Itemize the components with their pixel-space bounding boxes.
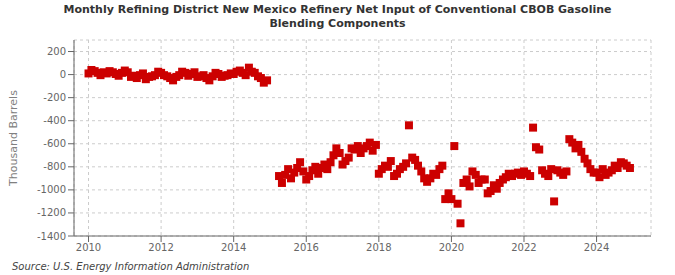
svg-text:2010: 2010: [76, 242, 101, 253]
svg-text:2020: 2020: [439, 242, 464, 253]
svg-text:0: 0: [60, 69, 66, 80]
svg-text:2012: 2012: [148, 242, 173, 253]
svg-text:2016: 2016: [294, 242, 319, 253]
html-text:Blending Components: Blending Components: [269, 17, 406, 30]
html-text:Source: U.S. Energy Informatio: Source: U.S. Energy Information Administ…: [12, 261, 250, 272]
svg-text:-1400: -1400: [37, 231, 66, 242]
svg-text:-800: -800: [43, 161, 66, 172]
svg-text:-400: -400: [43, 115, 66, 126]
svg-text:2022: 2022: [511, 242, 536, 253]
svg-text:2024: 2024: [584, 242, 609, 253]
svg-text:2018: 2018: [366, 242, 391, 253]
html-text:Monthly Refining District New: Monthly Refining District New Mexico Ref…: [63, 3, 612, 16]
svg-text:-200: -200: [43, 92, 66, 103]
svg-text:Thousand Barrels: Thousand Barrels: [8, 90, 20, 187]
svg-text:-1000: -1000: [37, 184, 66, 195]
svg-text:2014: 2014: [221, 242, 246, 253]
svg-text:-600: -600: [43, 138, 66, 149]
svg-text:200: 200: [47, 46, 66, 57]
svg-text:-1200: -1200: [37, 207, 66, 218]
